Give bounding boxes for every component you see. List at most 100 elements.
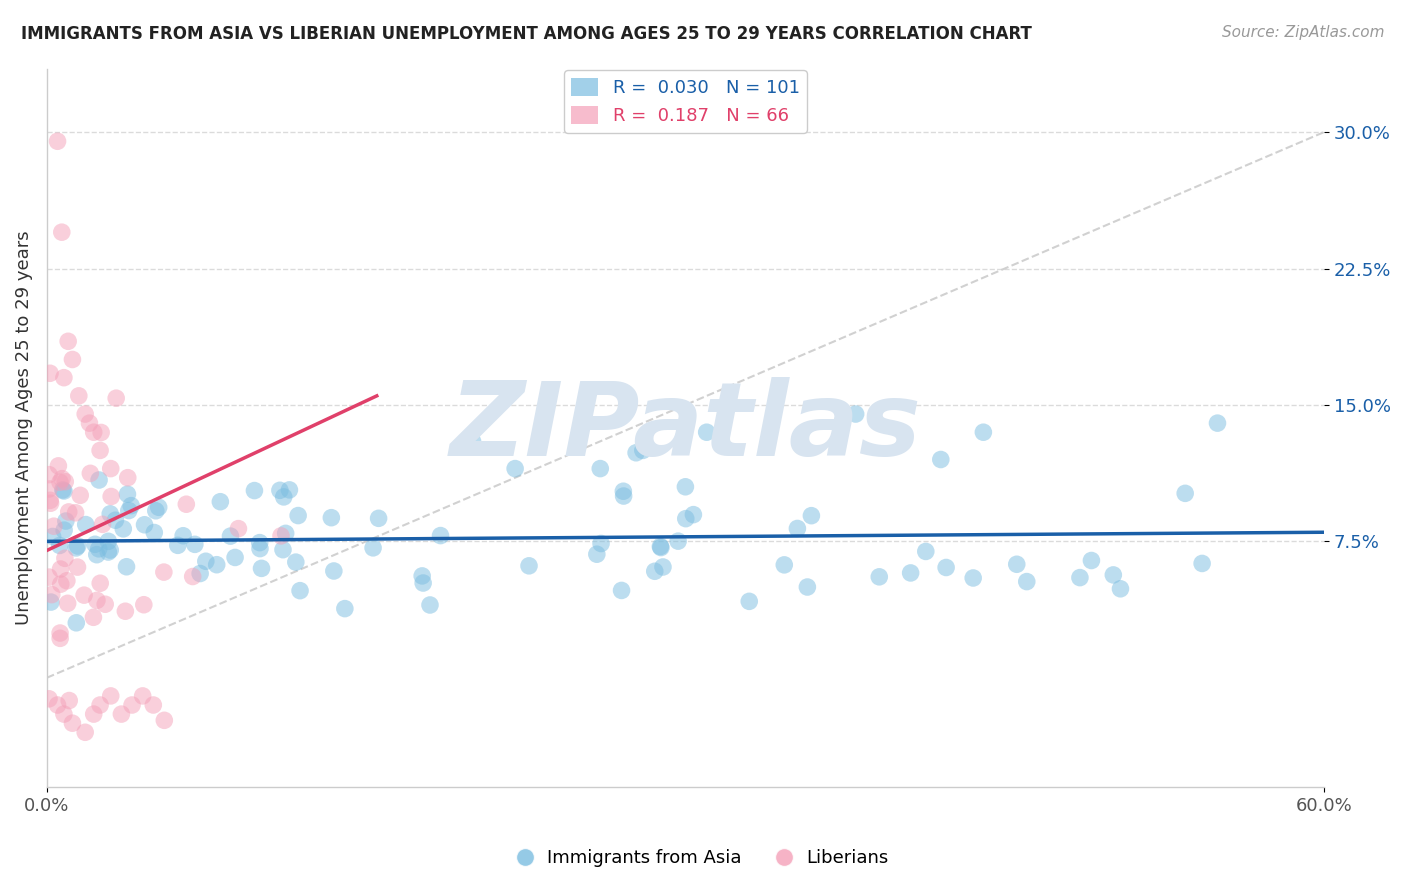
Point [228, 522, 250, 536]
Point [117, 471, 139, 485]
Point [1069, 571, 1091, 585]
Point [53, 523, 76, 537]
Point [75, 407, 97, 421]
Point [97, 534, 120, 549]
Point [100, 490, 122, 504]
Point [120, 499, 142, 513]
Point [38, 691, 60, 706]
Point [224, 550, 246, 565]
Point [53, 475, 76, 489]
Point [249, 541, 271, 556]
Point [83, 425, 105, 440]
Point [411, 569, 433, 583]
Point [650, 541, 672, 555]
Point [67, 389, 90, 403]
Point [118, 503, 141, 517]
Point [361, 541, 384, 555]
Point [62, 352, 84, 367]
Point [87, 473, 110, 487]
Point [148, 500, 170, 515]
Point [41, 529, 63, 543]
Point [181, 569, 204, 583]
Point [52, 483, 75, 497]
Point [46, 134, 69, 148]
Point [419, 598, 441, 612]
Text: IMMIGRANTS FROM ASIA VS LIBERIAN UNEMPLOYMENT AMONG AGES 25 TO 29 YEARS CORRELAT: IMMIGRANTS FROM ASIA VS LIBERIAN UNEMPLO… [21, 25, 1032, 43]
Point [53, 551, 76, 566]
Point [682, 508, 704, 522]
Y-axis label: Unemployment Among Ages 25 to 29 years: Unemployment Among Ages 25 to 29 years [15, 230, 32, 625]
Point [100, 689, 122, 703]
Point [786, 521, 808, 535]
Point [652, 560, 675, 574]
Point [56, 334, 79, 349]
Point [132, 598, 155, 612]
Point [97, 545, 120, 559]
Legend: R =  0.030   N = 101, R =  0.187   N = 66: R = 0.030 N = 101, R = 0.187 N = 66 [564, 70, 807, 133]
Point [429, 528, 451, 542]
Point [194, 554, 217, 568]
Point [52, 370, 75, 384]
Point [86, 548, 108, 562]
Point [112, 522, 135, 536]
Point [49, 577, 72, 591]
Point [613, 489, 636, 503]
Point [121, 698, 143, 712]
Point [56, 574, 79, 588]
Point [75, 725, 97, 739]
Point [333, 601, 356, 615]
Point [69, 488, 91, 502]
Point [91, 517, 114, 532]
Point [104, 513, 127, 527]
Point [89, 443, 111, 458]
Point [98, 507, 121, 521]
Point [696, 425, 718, 440]
Text: Source: ZipAtlas.com: Source: ZipAtlas.com [1222, 25, 1385, 40]
Point [284, 555, 307, 569]
Point [1080, 553, 1102, 567]
Point [56, 596, 79, 610]
Point [249, 535, 271, 549]
Point [273, 490, 295, 504]
Point [271, 542, 294, 557]
Point [145, 504, 167, 518]
Point [89, 576, 111, 591]
Point [650, 540, 672, 554]
Point [773, 558, 796, 572]
Point [589, 461, 612, 475]
Point [585, 547, 607, 561]
Point [75, 517, 97, 532]
Point [142, 698, 165, 712]
Point [84, 537, 107, 551]
Point [962, 571, 984, 585]
Point [94, 597, 117, 611]
Point [110, 707, 132, 722]
Point [166, 538, 188, 552]
Point [46, 698, 69, 712]
Point [288, 583, 311, 598]
Point [219, 529, 242, 543]
Point [631, 443, 654, 458]
Point [274, 526, 297, 541]
Point [66, 560, 89, 574]
Point [322, 564, 344, 578]
Point [666, 534, 689, 549]
Point [972, 425, 994, 440]
Point [412, 576, 434, 591]
Point [79, 467, 101, 481]
Point [188, 566, 211, 581]
Point [287, 508, 309, 523]
Point [738, 594, 761, 608]
Point [42, 519, 65, 533]
Point [176, 497, 198, 511]
Point [115, 559, 138, 574]
Point [929, 452, 952, 467]
Point [935, 560, 957, 574]
Point [105, 391, 128, 405]
Point [66, 539, 89, 553]
Point [39, 366, 62, 380]
Point [98, 543, 121, 558]
Point [87, 541, 110, 556]
Point [79, 416, 101, 430]
Point [62, 716, 84, 731]
